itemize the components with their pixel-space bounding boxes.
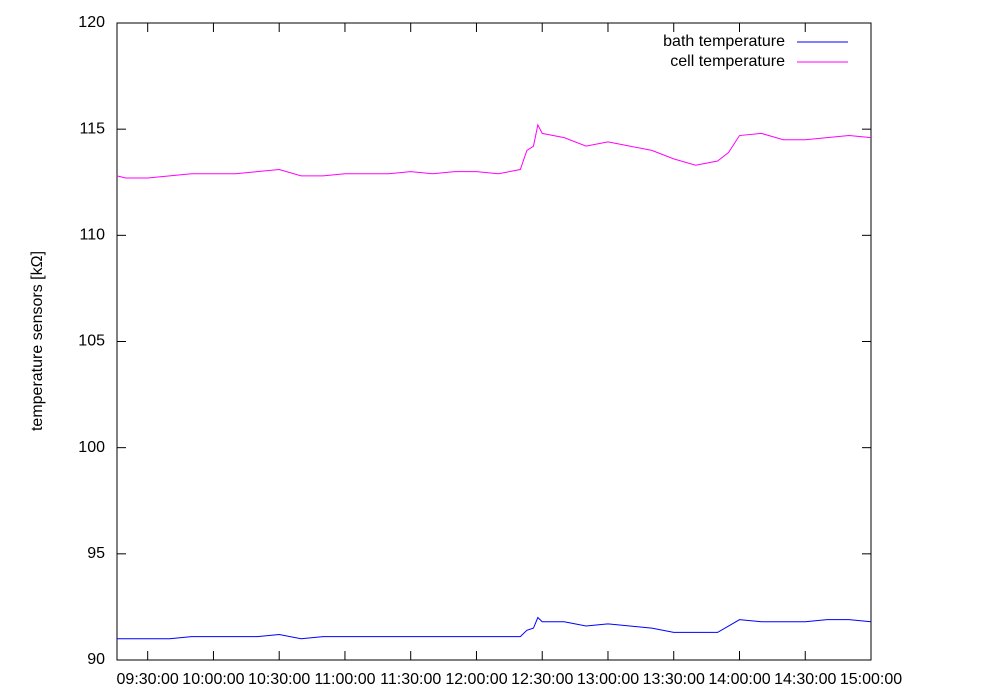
y-tick-label: 100 xyxy=(78,439,105,456)
x-tick-label: 10:30:00 xyxy=(248,671,310,688)
data-line xyxy=(116,123,872,179)
legend-label: bath temperature xyxy=(663,33,785,50)
x-tick-label: 14:00:00 xyxy=(708,671,770,688)
y-tick-label: 90 xyxy=(87,651,105,668)
x-tick-label: 09:30:00 xyxy=(117,671,179,688)
x-tick-label: 15:00:00 xyxy=(840,671,902,688)
x-tick-label: 13:00:00 xyxy=(577,671,639,688)
x-tick-label: 13:30:00 xyxy=(643,671,705,688)
y-tick-label: 95 xyxy=(87,545,105,562)
y-tick-label: 115 xyxy=(79,120,105,137)
y-tick-label: 120 xyxy=(78,14,105,31)
plot-frame xyxy=(116,22,872,661)
y-tick-label: 105 xyxy=(78,333,105,350)
data-line xyxy=(117,616,872,640)
y-tick-label: 110 xyxy=(79,227,105,244)
x-tick-label: 14:30:00 xyxy=(774,671,836,688)
x-tick-label: 10:00:00 xyxy=(182,671,244,688)
x-tick-label: 12:30:00 xyxy=(511,671,573,688)
x-tick-label: 11:00:00 xyxy=(314,671,375,688)
x-tick-label: 11:30:00 xyxy=(380,671,441,688)
x-tick-label: 12:00:00 xyxy=(445,671,507,688)
y-axis-label: temperature sensors [kΩ] xyxy=(29,251,46,431)
legend-label: cell temperature xyxy=(670,53,785,70)
